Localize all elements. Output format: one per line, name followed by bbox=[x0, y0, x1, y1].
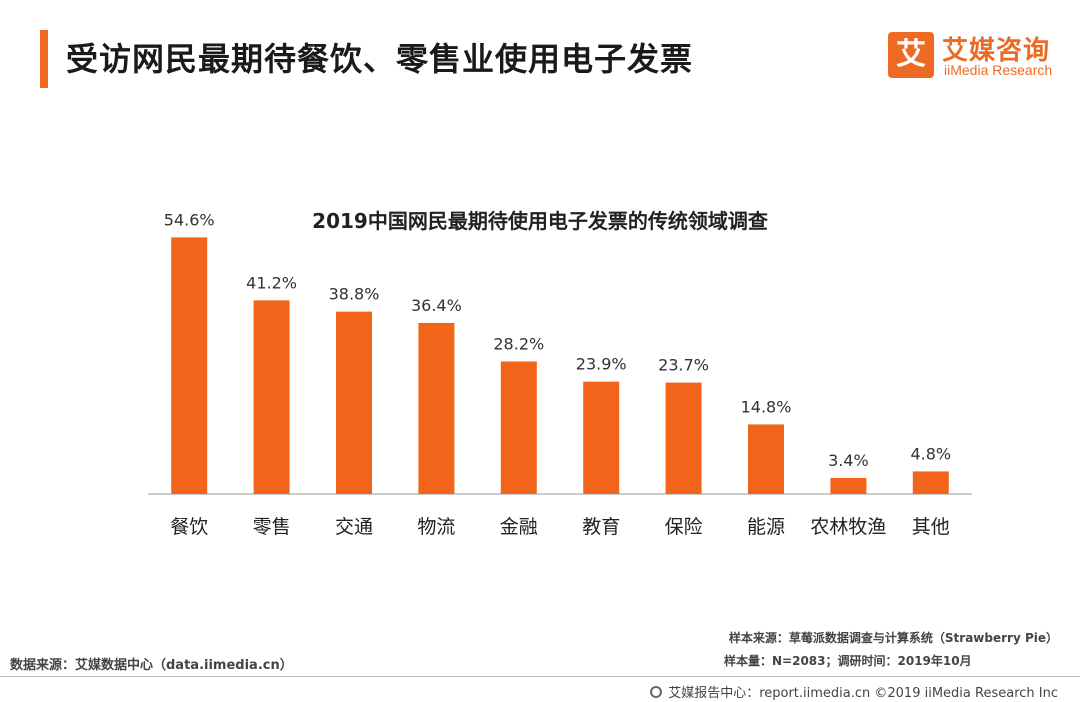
data-label-4: 28.2% bbox=[493, 334, 544, 353]
footer-divider bbox=[0, 676, 1080, 677]
bar-9 bbox=[912, 471, 949, 494]
bars-group: 54.6% 餐饮 41.2% 零售 38.8% 交通 36.4% 物流 28.2% 金融 23.9%… bbox=[164, 210, 951, 538]
data-label-3: 36.4% bbox=[411, 296, 462, 315]
report-center-icon bbox=[650, 685, 663, 698]
logo-mark-icon: 艾 bbox=[888, 32, 934, 78]
bar-0 bbox=[171, 237, 208, 494]
data-source: 数据来源：艾媒数据中心（data.iimedia.cn） bbox=[10, 658, 293, 673]
brand-logo: 艾 艾媒咨询 iiMedia Research bbox=[888, 32, 1068, 82]
bar-7 bbox=[748, 424, 784, 494]
category-label-0: 餐饮 bbox=[170, 516, 208, 538]
category-label-1: 零售 bbox=[253, 516, 291, 538]
data-label-9: 4.8% bbox=[910, 444, 951, 463]
category-label-7: 能源 bbox=[747, 516, 785, 538]
bar-5 bbox=[583, 381, 620, 494]
category-label-9: 其他 bbox=[912, 516, 950, 538]
bar-8 bbox=[830, 478, 867, 494]
data-label-5: 23.9% bbox=[576, 355, 627, 374]
data-label-6: 23.7% bbox=[658, 356, 709, 375]
bar-3 bbox=[418, 322, 455, 494]
bar-2 bbox=[336, 311, 372, 494]
report-center-text: 艾媒报告中心：report.iimedia.cn ©2019 iiMedia R… bbox=[668, 686, 1058, 701]
chart-title: 2019中国网民最期待使用电子发票的传统领域调查 bbox=[312, 209, 768, 233]
bar-6 bbox=[665, 382, 702, 494]
bar-1 bbox=[253, 300, 290, 494]
category-label-8: 农林牧渔 bbox=[810, 516, 886, 538]
logo-name-en: iiMedia Research bbox=[944, 62, 1053, 78]
bar-4 bbox=[500, 361, 537, 494]
data-label-8: 3.4% bbox=[828, 451, 869, 470]
bar-chart: 2019中国网民最期待使用电子发票的传统领域调查 54.6% 餐饮 41.2% 零售 3… bbox=[148, 209, 972, 538]
category-label-4: 金融 bbox=[500, 516, 538, 538]
page-title: 受访网民最期待餐饮、零售业使用电子发票 bbox=[66, 40, 694, 78]
category-label-6: 保险 bbox=[665, 516, 703, 538]
data-label-1: 41.2% bbox=[246, 273, 297, 292]
sample-size-note: 样本量：N=2083；调研时间：2019年10月 bbox=[724, 654, 972, 668]
category-label-3: 物流 bbox=[417, 516, 455, 538]
data-label-0: 54.6% bbox=[164, 210, 215, 229]
title-accent-bar bbox=[40, 30, 48, 88]
category-label-5: 教育 bbox=[582, 516, 620, 538]
data-label-7: 14.8% bbox=[741, 397, 792, 416]
category-label-2: 交通 bbox=[335, 516, 373, 538]
data-label-2: 38.8% bbox=[329, 285, 380, 304]
footer: 艾媒报告中心：report.iimedia.cn ©2019 iiMedia R… bbox=[650, 682, 1058, 701]
logo-name-cn: 艾媒咨询 bbox=[942, 36, 1051, 66]
sample-source-note: 样本来源：草莓派数据调查与计算系统（Strawberry Pie） bbox=[728, 631, 1058, 645]
